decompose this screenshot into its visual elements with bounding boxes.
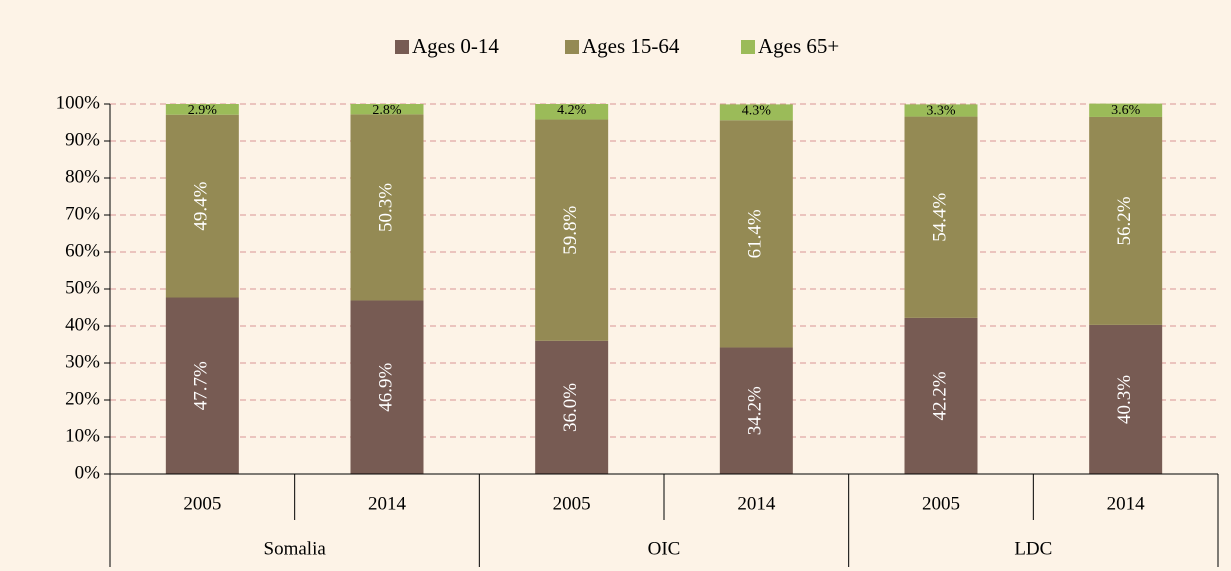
bar-segment bbox=[904, 104, 978, 117]
y-tick-label: 80% bbox=[65, 166, 100, 187]
data-label: 40.3% bbox=[1114, 375, 1135, 424]
data-label: 2.8% bbox=[372, 103, 402, 118]
y-tick-label: 0% bbox=[75, 462, 101, 483]
group-label: OIC bbox=[648, 538, 681, 559]
bar-segment bbox=[165, 104, 239, 115]
legend-swatch bbox=[395, 40, 409, 54]
group-label: LDC bbox=[1014, 538, 1052, 559]
legend-label: Ages 15-64 bbox=[582, 34, 680, 58]
y-tick-label: 40% bbox=[65, 314, 100, 335]
data-label: 34.2% bbox=[745, 386, 766, 435]
bar-segment bbox=[535, 104, 609, 120]
data-label: 3.3% bbox=[926, 104, 956, 119]
legend-swatch bbox=[565, 40, 579, 54]
bar-segment bbox=[535, 340, 609, 474]
y-tick-label: 50% bbox=[65, 277, 100, 298]
x-tick-label: 2014 bbox=[1107, 493, 1146, 514]
group-label: Somalia bbox=[264, 538, 327, 559]
data-label: 47.7% bbox=[191, 361, 212, 410]
bar-segment bbox=[1089, 103, 1163, 117]
bar-segment bbox=[719, 120, 793, 348]
bar-segment bbox=[535, 119, 609, 341]
data-label: 2.9% bbox=[188, 103, 218, 118]
data-label: 56.2% bbox=[1114, 196, 1135, 245]
x-tick-label: 2014 bbox=[737, 493, 776, 514]
data-label: 54.4% bbox=[929, 193, 950, 242]
bar-segment bbox=[350, 300, 424, 474]
bar-segment bbox=[350, 104, 424, 115]
x-tick-label: 2005 bbox=[553, 493, 591, 514]
bar-segment bbox=[165, 297, 239, 474]
x-tick-label: 2014 bbox=[368, 493, 407, 514]
y-tick-label: 70% bbox=[65, 203, 100, 224]
bar-segment bbox=[904, 116, 978, 318]
legend-label: Ages 65+ bbox=[758, 34, 839, 58]
data-label: 46.9% bbox=[375, 363, 396, 412]
data-label: 4.2% bbox=[557, 103, 587, 118]
bar-segment bbox=[719, 104, 793, 121]
x-tick-label: 2005 bbox=[183, 493, 221, 514]
data-label: 4.3% bbox=[742, 104, 772, 119]
bar-segment bbox=[719, 347, 793, 474]
bar-segment bbox=[904, 317, 978, 474]
y-tick-label: 60% bbox=[65, 240, 100, 261]
data-label: 49.4% bbox=[191, 181, 212, 230]
data-label: 3.6% bbox=[1111, 103, 1141, 118]
data-label: 42.2% bbox=[929, 371, 950, 420]
legend-label: Ages 0-14 bbox=[412, 34, 499, 58]
bar-segment bbox=[165, 114, 239, 298]
y-tick-label: 30% bbox=[65, 351, 100, 372]
legend-swatch bbox=[741, 40, 755, 54]
y-tick-label: 100% bbox=[56, 92, 101, 113]
data-label: 50.3% bbox=[375, 183, 396, 232]
bar-segment bbox=[1089, 324, 1163, 474]
data-label: 61.4% bbox=[745, 209, 766, 258]
y-tick-label: 90% bbox=[65, 129, 100, 150]
y-tick-label: 20% bbox=[65, 388, 100, 409]
data-label: 59.8% bbox=[560, 205, 581, 254]
bar-segment bbox=[1089, 116, 1163, 325]
bar-segment bbox=[350, 114, 424, 301]
y-tick-label: 10% bbox=[65, 425, 100, 446]
x-tick-label: 2005 bbox=[922, 493, 960, 514]
data-label: 36.0% bbox=[560, 383, 581, 432]
